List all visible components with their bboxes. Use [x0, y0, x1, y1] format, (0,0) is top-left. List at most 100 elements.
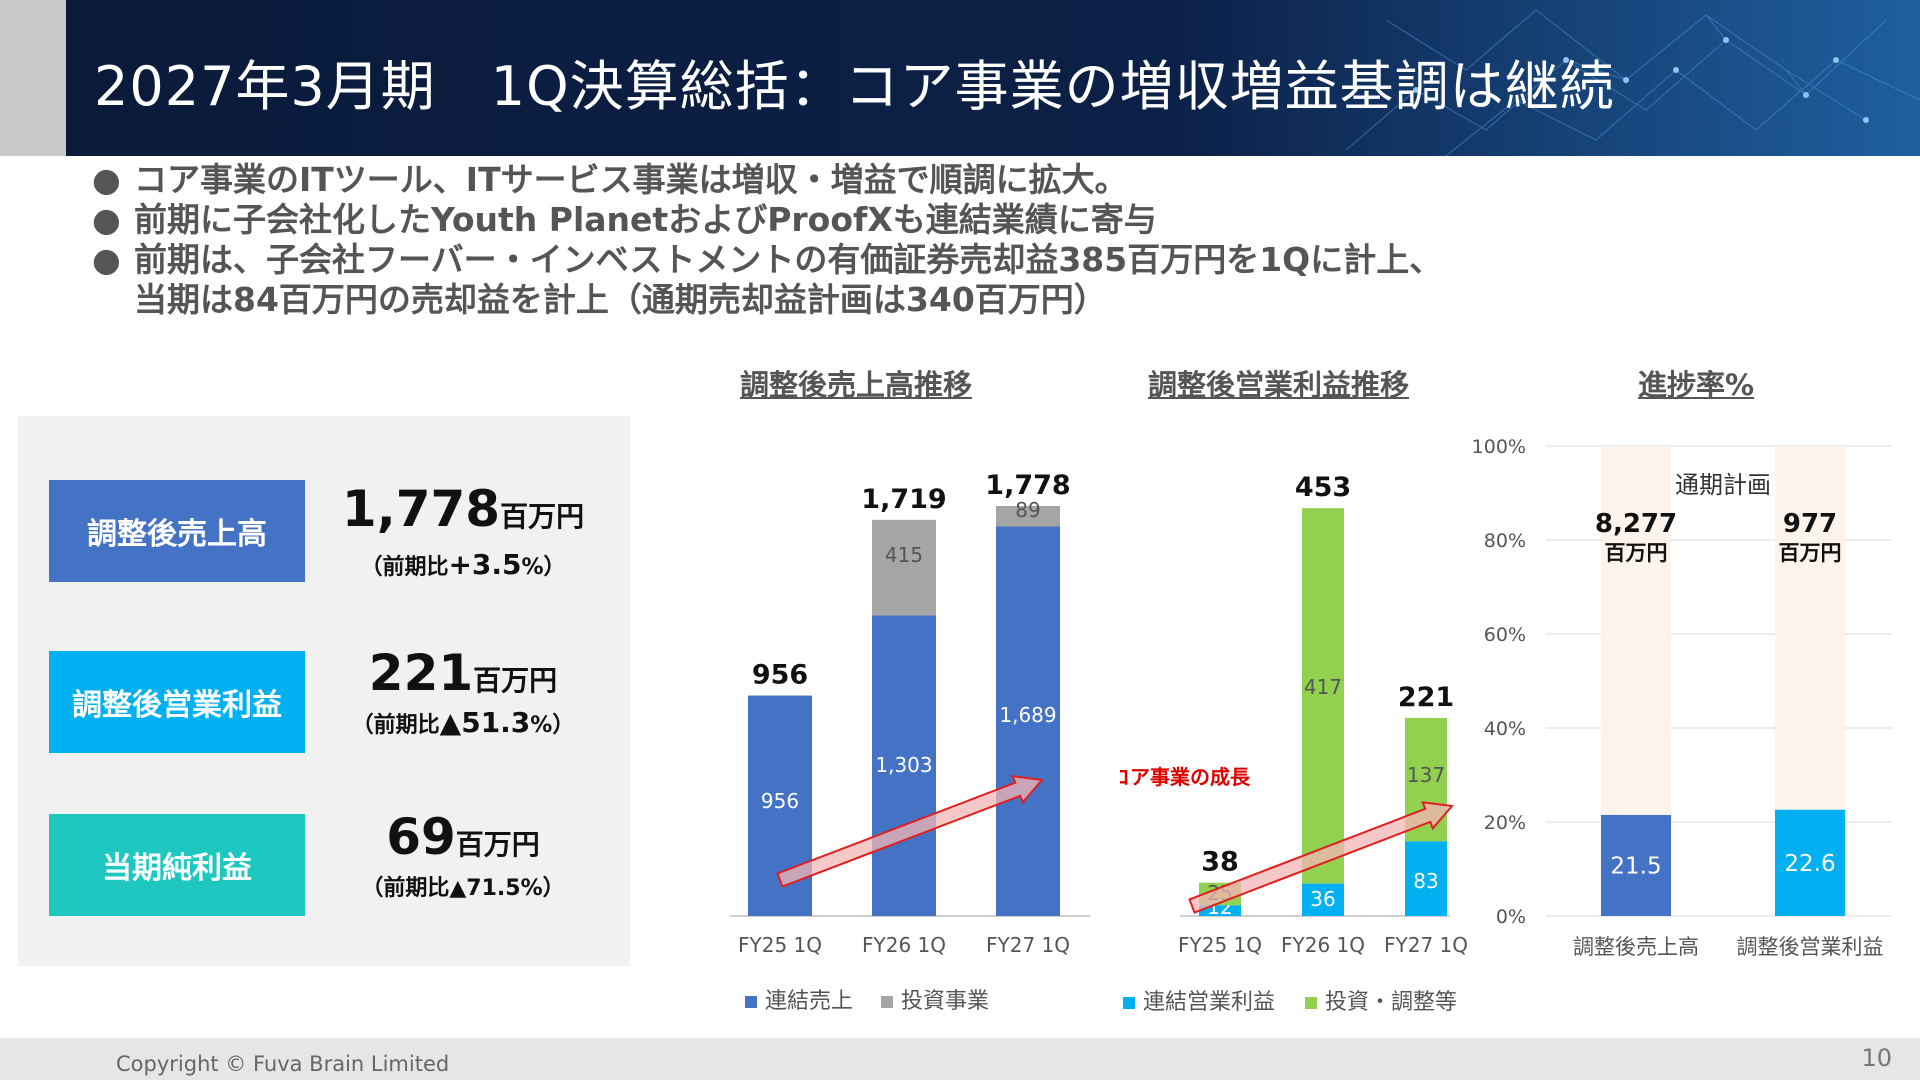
legend-swatch	[745, 996, 757, 1008]
bar-segment	[996, 505, 1060, 527]
chart-title-op-profit: 調整後営業利益推移	[1148, 368, 1410, 402]
growth-arrow	[776, 774, 1044, 888]
data-label: 36	[1310, 887, 1335, 911]
total-label: 1,778	[985, 470, 1070, 501]
plan-unit: 百万円	[1779, 541, 1842, 565]
y-tick-label: 0%	[1496, 906, 1526, 928]
kpi-change-value: +3.5	[448, 548, 522, 581]
data-label: 83	[1413, 869, 1438, 893]
kpi-change-suffix: %）	[521, 555, 566, 580]
kpi-unit: 百万円	[455, 828, 540, 861]
y-tick-label: 60%	[1484, 624, 1526, 646]
data-label: 956	[761, 789, 799, 813]
total-label: 956	[752, 660, 808, 691]
plan-unit: 百万円	[1605, 541, 1668, 565]
progress-bar	[1775, 809, 1845, 916]
bullet-item: ● 前期に子会社化したYouth PlanetおよびProofXも連結業績に寄与	[92, 200, 1442, 240]
kpi-label-sales: 調整後売上高	[49, 480, 305, 582]
kpi-change-suffix: %）	[530, 713, 575, 738]
data-label: 1,689	[999, 703, 1056, 727]
kpi-panel: 調整後売上高 1,778百万円 （前期比+3.5%） 調整後営業利益 221百万…	[18, 416, 630, 966]
progress-chart: 0%20%40%60%80%100%21.58,277百万円調整後売上高22.6…	[1472, 436, 1892, 959]
bullet-continuation: 当期は84百万円の売却益を計上（通期売却益計画は340百万円）	[134, 280, 1107, 319]
kpi-unit: 百万円	[473, 664, 558, 697]
footer-bar	[0, 1038, 1920, 1080]
bullet-icon: ●	[92, 200, 121, 239]
data-label: 417	[1304, 675, 1342, 699]
kpi-change-prefix: （前期比▲71.5%）	[361, 876, 565, 901]
bullet-text: コア事業のITツール、ITサービス事業は増収・増益で順調に拡大。	[134, 160, 1128, 199]
plan-value: 977	[1783, 509, 1837, 539]
y-tick-label: 40%	[1484, 718, 1526, 740]
page-number: 10	[1861, 1044, 1892, 1072]
kpi-change-net-income: （前期比▲71.5%）	[318, 870, 608, 902]
bar-segment	[1405, 841, 1447, 916]
bullet-item: ● 前期は、子会社フーバー・インベストメントの有価証券売却益385百万円を1Qに…	[92, 240, 1442, 280]
plan-title: 通期計画	[1675, 471, 1771, 499]
kpi-change-sales: （前期比+3.5%）	[318, 548, 608, 581]
data-label: 21.5	[1610, 853, 1661, 879]
data-label: 415	[885, 543, 923, 567]
x-tick-label: FY26 1Q	[862, 933, 946, 957]
kpi-unit: 百万円	[500, 500, 585, 533]
kpi-change-op-profit: （前期比▲51.3%）	[318, 706, 608, 739]
total-label: 453	[1295, 472, 1351, 503]
copyright-text: Copyright © Fuva Brain Limited	[116, 1052, 450, 1076]
x-tick-label: FY26 1Q	[1281, 933, 1365, 957]
legend-label: 連結営業利益	[1143, 990, 1275, 1015]
data-label: 89	[1015, 498, 1040, 522]
kpi-label-op-profit: 調整後営業利益	[49, 651, 305, 753]
legend-swatch	[881, 996, 893, 1008]
bar-segment	[872, 519, 936, 616]
x-tick-label: FY27 1Q	[1384, 933, 1468, 957]
bullet-item: ● コア事業のITツール、ITサービス事業は増収・増益で順調に拡大。	[92, 160, 1442, 200]
sales-chart: 956 956 FY25 1Q 1,303 415 1,719 FY26 1Q 1,689 89…	[730, 470, 1090, 1014]
legend-swatch	[1305, 997, 1317, 1009]
total-label: 221	[1398, 682, 1454, 713]
data-label: 137	[1407, 763, 1445, 787]
chart-title-progress: 進捗率%	[1638, 368, 1755, 402]
progress-bar	[1601, 814, 1671, 916]
bullet-icon: ●	[92, 160, 121, 199]
data-label: 22.6	[1784, 851, 1835, 877]
total-label: 1,719	[861, 484, 946, 515]
bullet-text: 前期に子会社化したYouth PlanetおよびProofXも連結業績に寄与	[134, 200, 1157, 239]
x-tick-label: 調整後営業利益	[1737, 935, 1884, 959]
bullet-text: 前期は、子会社フーバー・インベストメントの有価証券売却益385百万円を1Qに計上…	[134, 240, 1443, 279]
bar-segment	[1199, 905, 1241, 916]
kpi-number: 69	[386, 808, 456, 866]
bar-segment	[872, 615, 936, 916]
kpi-value-sales: 1,778百万円	[318, 480, 608, 538]
network-graphic	[66, 0, 1920, 156]
bar-segment	[1302, 883, 1344, 916]
y-tick-label: 100%	[1472, 436, 1526, 458]
page-title: 2027年3月期 1Q決算総括：コア事業の増収増益基調は継続	[94, 55, 1615, 118]
bar-segment	[1302, 508, 1344, 884]
bullet-icon: ●	[92, 240, 121, 279]
annotation-label: コア事業の成長	[1120, 765, 1251, 789]
x-tick-label: 調整後売上高	[1573, 935, 1699, 959]
plan-value: 8,277	[1595, 509, 1677, 539]
kpi-label-net-income: 当期純利益	[49, 814, 305, 916]
kpi-change-prefix: （前期比	[351, 713, 440, 738]
legend-label: 投資事業	[901, 989, 989, 1014]
x-tick-label: FY27 1Q	[986, 933, 1070, 957]
x-tick-label: FY25 1Q	[1178, 933, 1262, 957]
bar-segment	[996, 526, 1060, 916]
kpi-change-prefix: （前期比	[360, 555, 449, 580]
legend-label: 投資・調整等	[1325, 990, 1457, 1015]
legend-label: 連結売上	[765, 989, 853, 1014]
legend-swatch	[1123, 997, 1135, 1009]
y-tick-label: 80%	[1484, 530, 1526, 552]
data-label: 1,303	[875, 753, 932, 777]
kpi-value-op-profit: 221百万円	[318, 644, 608, 702]
total-label: 38	[1201, 847, 1239, 878]
kpi-change-value: ▲51.3	[439, 706, 531, 739]
header-banner: 2027年3月期 1Q決算総括：コア事業の増収増益基調は継続	[66, 0, 1920, 156]
growth-arrow	[1188, 801, 1454, 914]
kpi-number: 221	[368, 644, 474, 702]
chart-title-sales: 調整後売上高推移	[740, 368, 973, 402]
header-accent-bar	[0, 0, 66, 156]
kpi-value-net-income: 69百万円	[318, 808, 608, 866]
